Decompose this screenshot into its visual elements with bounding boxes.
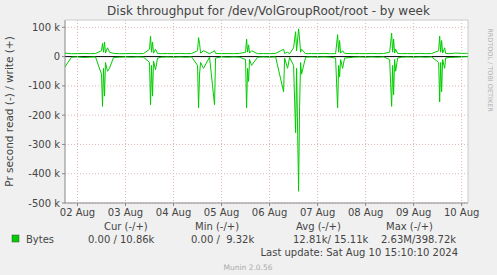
plot-frame: [65, 20, 468, 21]
background: [0, 0, 497, 275]
stats-header: Cur (-/+): [104, 221, 148, 232]
tick-label: 09 Aug: [396, 207, 431, 218]
tick-label: -500 k: [28, 198, 60, 209]
series-line: [65, 29, 468, 54]
tick-label: 02 Aug: [60, 207, 95, 218]
data-group: [65, 29, 468, 192]
tick-label: 03 Aug: [108, 207, 143, 218]
y-axis: [65, 20, 66, 203]
tick-label: -400 k: [28, 168, 60, 179]
stats-value: 0.00 / 9.32k: [191, 234, 254, 245]
tick-label: 10 Aug: [444, 207, 479, 218]
grid-line: [77, 20, 78, 203]
grid-line: [413, 20, 414, 203]
chart: Disk throughput for /dev/VolGroupRoot/ro…: [0, 0, 497, 275]
grid-line: [65, 115, 468, 116]
credit: Munin 2.0.56: [223, 263, 272, 272]
footer: Last update: Sat Aug 10 15:10:10 2024: [260, 247, 458, 258]
plot-area: [65, 20, 468, 203]
tick-label: 100 k: [32, 22, 60, 33]
tick-label: 08 Aug: [348, 207, 383, 218]
grid-line: [65, 144, 468, 145]
tick-label: -100 k: [28, 80, 60, 91]
x-axis: [65, 203, 468, 204]
grid-line: [65, 203, 468, 204]
grid-line: [365, 20, 366, 203]
grid-line: [269, 20, 270, 203]
stats-header: Max (-/+): [386, 221, 433, 232]
tick-label: -300 k: [28, 139, 60, 150]
tick-label: 04 Aug: [156, 207, 191, 218]
stats-value: 2.63M/398.72k: [381, 234, 456, 245]
grid-line: [221, 20, 222, 203]
grid-line: [125, 20, 126, 203]
tick-label: 06 Aug: [252, 207, 287, 218]
grid-line: [173, 20, 174, 203]
tick-label: 07 Aug: [300, 207, 335, 218]
tick-label: 05 Aug: [204, 207, 239, 218]
grid-line: [461, 20, 462, 203]
legend-swatch: [12, 235, 19, 242]
series-line: [65, 57, 468, 192]
stats-value: 0.00 / 10.86k: [88, 234, 155, 245]
stats-header: Min (-/+): [195, 221, 239, 232]
legend-label: Bytes: [26, 234, 54, 245]
tick-label: 0: [54, 51, 60, 62]
grid-line: [317, 20, 318, 203]
y-axis-label: Pr second read (-) / write (+): [3, 36, 15, 187]
stats-value: 12.81k/ 15.11k: [293, 234, 369, 245]
stats-header: Avg (-/+): [296, 221, 341, 232]
title: Disk throughput for /dev/VolGroupRoot/ro…: [107, 4, 430, 18]
watermark: RRDTOOL / TOBI OETIKER: [486, 28, 494, 112]
tick-label: -200 k: [28, 110, 60, 121]
plot-frame: [468, 20, 469, 203]
